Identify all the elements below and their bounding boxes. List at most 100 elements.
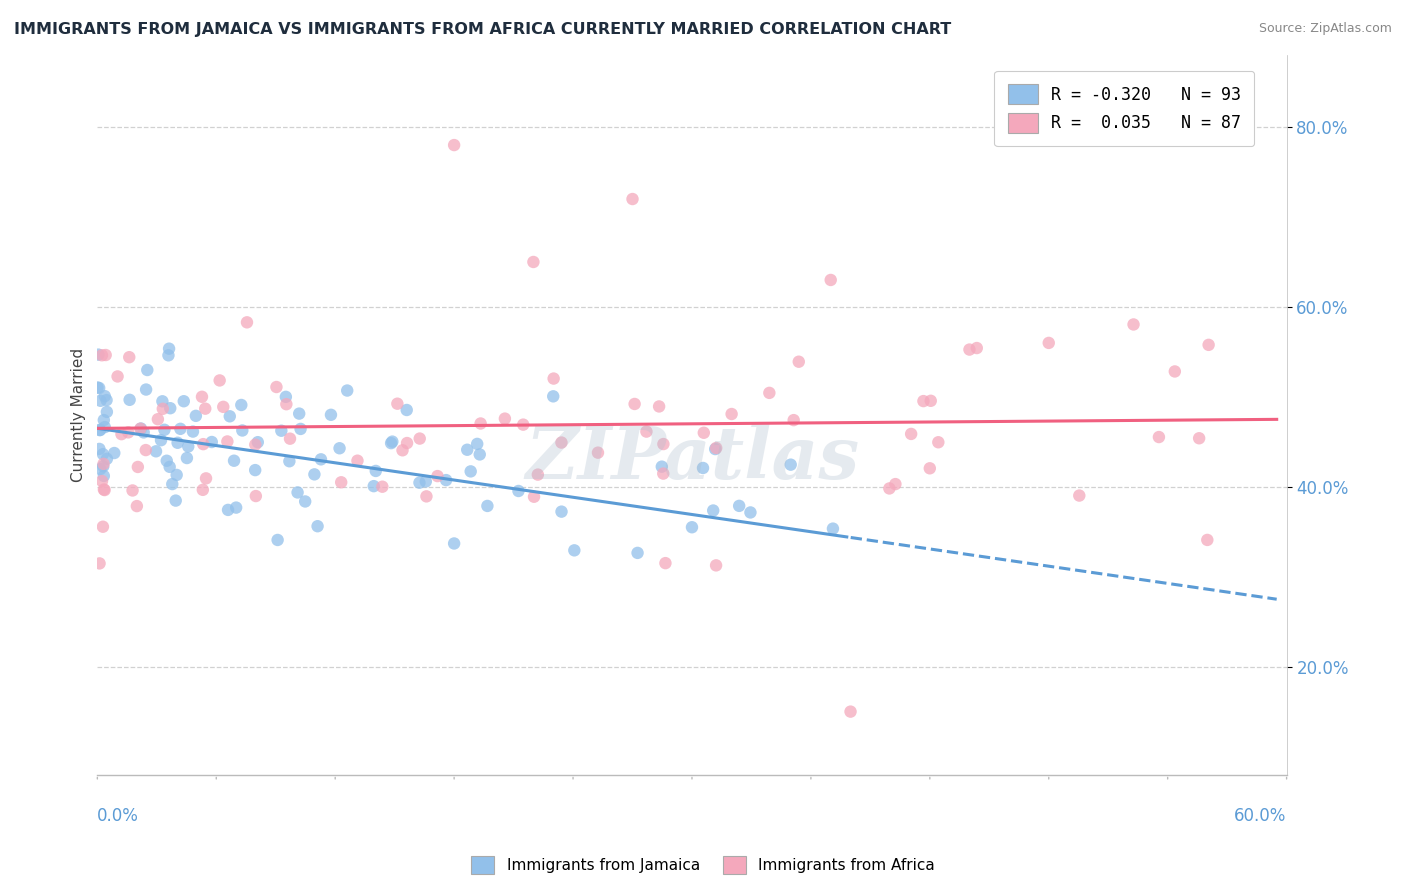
Point [912, 394, 935, 409]
Point [456, 442, 478, 457]
Point [693, 425, 716, 440]
Point [191, 483, 214, 497]
Point [231, 398, 253, 412]
Point [276, 397, 298, 411]
Point [692, 461, 714, 475]
Point [396, 436, 419, 450]
Point [152, 401, 174, 416]
Point [1198, 338, 1220, 352]
Point [426, 469, 449, 483]
Point [94, 420, 117, 434]
Point [93, 483, 115, 497]
Point [1147, 430, 1170, 444]
Point [218, 409, 240, 424]
Point [118, 392, 141, 407]
Point [636, 425, 658, 439]
Point [651, 459, 673, 474]
Point [336, 384, 359, 398]
Point [236, 315, 259, 329]
Point [884, 477, 907, 491]
Text: IMMIGRANTS FROM JAMAICA VS IMMIGRANTS FROM AFRICA CURRENTLY MARRIED CORRELATION : IMMIGRANTS FROM JAMAICA VS IMMIGRANTS FR… [14, 22, 952, 37]
Point [93, 469, 115, 483]
Point [245, 463, 267, 477]
Point [135, 383, 157, 397]
Point [541, 389, 564, 403]
Point [166, 467, 188, 482]
Point [779, 458, 801, 472]
Point [246, 435, 269, 450]
Point [89, 442, 111, 456]
Point [231, 424, 253, 438]
Point [434, 473, 457, 487]
Point [212, 400, 235, 414]
Point [145, 444, 167, 458]
Point [96, 405, 118, 419]
Point [329, 442, 352, 456]
Point [191, 390, 214, 404]
Point [839, 705, 862, 719]
Point [103, 446, 125, 460]
Point [391, 443, 413, 458]
Point [681, 520, 703, 534]
Point [266, 533, 288, 547]
Point [920, 393, 942, 408]
Point [195, 471, 218, 485]
Point [294, 494, 316, 508]
Point [266, 380, 288, 394]
Point [274, 390, 297, 404]
Point [387, 397, 409, 411]
Point [702, 503, 724, 517]
Point [107, 369, 129, 384]
Point [415, 489, 437, 503]
Point [93, 483, 115, 497]
Point [494, 411, 516, 425]
Point [550, 435, 572, 450]
Point [165, 493, 187, 508]
Point [89, 557, 111, 571]
Point [159, 459, 181, 474]
Point [288, 407, 311, 421]
Point [173, 394, 195, 409]
Point [91, 459, 114, 474]
Point [159, 401, 181, 416]
Point [278, 432, 301, 446]
Point [91, 520, 114, 534]
Point [527, 467, 550, 482]
Point [307, 519, 329, 533]
Point [117, 425, 139, 440]
Point [821, 522, 844, 536]
Point [820, 273, 842, 287]
Point [91, 447, 114, 461]
Point [118, 350, 141, 364]
Point [222, 454, 245, 468]
Point [1164, 364, 1187, 378]
Point [363, 479, 385, 493]
Point [304, 467, 326, 482]
Legend: R = -0.320   N = 93, R =  0.035   N = 87: R = -0.320 N = 93, R = 0.035 N = 87 [994, 70, 1254, 146]
Point [157, 348, 180, 362]
Point [201, 435, 224, 450]
Point [245, 437, 267, 451]
Point [208, 373, 231, 387]
Point [1197, 533, 1219, 547]
Text: 0.0%: 0.0% [97, 807, 139, 825]
Point [96, 451, 118, 466]
Point [623, 397, 645, 411]
Point [89, 393, 111, 408]
Point [96, 393, 118, 408]
Point [169, 422, 191, 436]
Point [654, 556, 676, 570]
Point [720, 407, 742, 421]
Point [132, 425, 155, 440]
Point [166, 435, 188, 450]
Point [127, 459, 149, 474]
Point [477, 499, 499, 513]
Point [395, 403, 418, 417]
Point [508, 483, 530, 498]
Point [1188, 431, 1211, 445]
Point [121, 483, 143, 498]
Point [648, 400, 671, 414]
Point [278, 454, 301, 468]
Point [89, 423, 111, 437]
Point [586, 445, 609, 459]
